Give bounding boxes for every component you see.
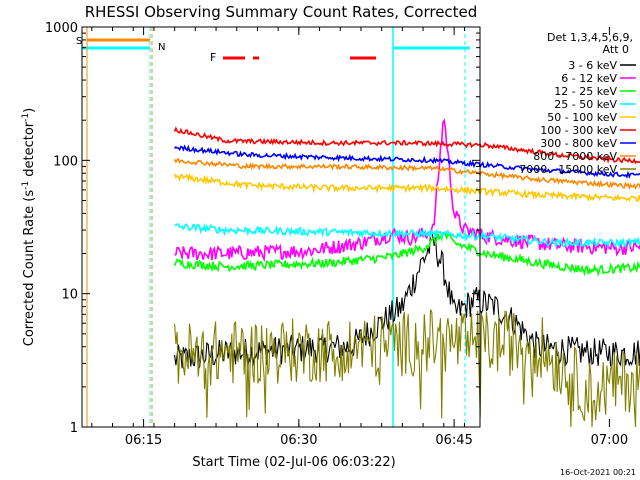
y-axis-label: Corrected Count Rate (s-1 detector-1) [21, 108, 37, 346]
series-line-2 [173, 232, 640, 277]
x-tick-label-1: 06:30 [280, 433, 317, 448]
series-line-8 [174, 309, 640, 428]
generation-timestamp: 16-Oct-2021 00:21 [560, 468, 636, 477]
series-line-7 [173, 157, 640, 190]
legend-label-3: 25 - 50 keV [554, 98, 617, 111]
legend-label-0: 3 - 6 keV [568, 59, 617, 72]
series-line-0 [174, 229, 640, 369]
y-tick-label-3: 1000 [45, 21, 78, 36]
flare-marker-label: F [210, 51, 216, 64]
legend-label-8: 7000 - 15000 keV [519, 163, 617, 176]
y-tick-label-0: 1 [70, 421, 78, 436]
series-line-1 [174, 118, 640, 263]
chart-title: RHESSI Observing Summary Count Rates, Co… [85, 3, 478, 21]
series-line-5 [173, 126, 640, 165]
legend-label-2: 12 - 25 keV [554, 85, 617, 98]
saa-marker-label: S [76, 36, 82, 47]
data-layer: S N F [76, 27, 640, 428]
legend-header-detectors: Det 1,3,4,5,6,9, [547, 31, 633, 44]
x-tick-label-3: 07:00 [591, 433, 628, 448]
series-line-3 [174, 222, 640, 250]
y-tick-label-2: 100 [53, 154, 78, 169]
x-tick-label-2: 06:45 [435, 433, 472, 448]
x-axis-label: Start Time (02-Jul-06 06:03:22) [192, 455, 395, 470]
legend-label-6: 300 - 800 keV [540, 137, 617, 150]
legend-label-4: 50 - 100 keV [547, 111, 617, 124]
plot-frame [81, 26, 481, 428]
legend-label-5: 100 - 300 keV [540, 124, 617, 137]
legend-label-7: 800 - 7000 keV [533, 150, 617, 163]
legend-header-attenuator: Att 0 [603, 43, 629, 56]
series-line-4 [173, 172, 640, 203]
series-line-6 [174, 144, 640, 179]
x-tick-label-0: 06:15 [125, 433, 162, 448]
legend-label-1: 6 - 12 keV [561, 72, 617, 85]
y-tick-label-1: 10 [61, 288, 78, 303]
night-marker-label: N [158, 42, 165, 53]
